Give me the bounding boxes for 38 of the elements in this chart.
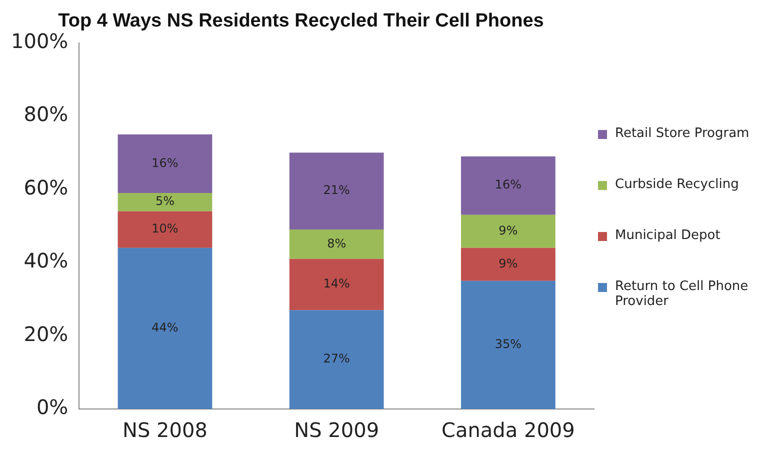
y-tick-label: 60% [24,175,68,200]
legend-label: Curbside Recycling [615,177,739,192]
x-tick-label: NS 2009 [294,418,380,442]
legend-label: Municipal Depot [615,228,720,243]
data-label: 9% [498,256,518,270]
chart-title: Top 4 Ways NS Residents Recycled Their Cell Phones [58,10,544,32]
bar [118,192,212,212]
data-label: 16% [494,178,522,192]
bar [289,258,384,310]
data-label: 35% [494,337,522,352]
data-label: 21% [323,183,350,198]
bar [118,134,212,193]
y-tick-label: 100% [10,29,68,54]
bar [289,152,384,230]
y-tick-label: 80% [24,102,68,126]
bar [118,211,212,248]
x-tick-label: NS 2008 [122,418,208,442]
data-label: 5% [155,194,175,208]
y-tick-label: 40% [24,248,68,273]
bar [289,230,384,259]
data-label: 16% [152,156,178,170]
data-label: 27% [323,352,350,366]
bar [461,248,556,281]
data-label: 9% [498,224,518,238]
x-tick-label: Canada 2009 [442,418,575,442]
y-tick-label: 0% [36,395,68,420]
bar [461,156,556,215]
data-label: 8% [327,236,346,250]
bar [461,280,556,409]
data-label: 10% [152,222,178,236]
data-label: 44% [152,320,178,335]
bar [289,310,384,409]
data-label: 14% [323,276,350,291]
legend-label: Retail Store Program [615,126,750,141]
y-tick-label: 20% [24,322,68,346]
bar [118,248,212,409]
bar [461,214,556,248]
legend-label: Return to Cell Phone Provider [615,279,750,309]
